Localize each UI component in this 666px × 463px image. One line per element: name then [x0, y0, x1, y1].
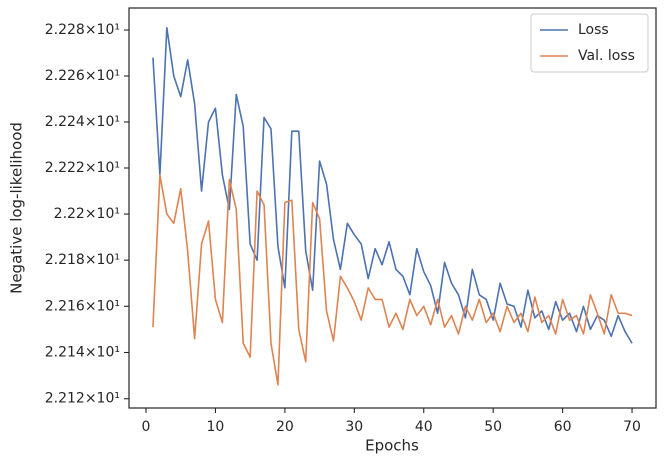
- y-tick-label: 2.218×10¹: [45, 252, 120, 268]
- x-tick-label: 20: [276, 419, 294, 435]
- y-tick-label: 2.224×10¹: [45, 114, 120, 130]
- x-tick-label: 10: [207, 419, 225, 435]
- x-tick-label: 40: [415, 419, 433, 435]
- y-tick-label: 2.212×10¹: [45, 391, 120, 407]
- plot-frame: [128, 7, 657, 409]
- legend-label: Loss: [578, 22, 609, 38]
- x-tick-label: 30: [345, 419, 363, 435]
- y-tick-label: 2.228×10¹: [45, 22, 120, 38]
- x-tick-label: 0: [142, 419, 151, 435]
- legend-label: Val. loss: [578, 48, 635, 64]
- y-tick-label: 2.22×10¹: [54, 206, 120, 222]
- x-tick-label: 70: [623, 419, 641, 435]
- x-tick-label: 60: [554, 419, 572, 435]
- series-line: [152, 174, 633, 386]
- x-axis-label: Epochs: [365, 437, 419, 455]
- series-line: [152, 26, 633, 344]
- y-tick-label: 2.216×10¹: [45, 298, 120, 314]
- y-axis-label: Negative log-likelihood: [8, 122, 26, 294]
- y-tick-label: 2.214×10¹: [45, 345, 120, 361]
- y-tick-label: 2.226×10¹: [45, 68, 120, 84]
- legend-box: [530, 13, 649, 73]
- x-tick-label: 50: [484, 419, 502, 435]
- y-tick-label: 2.222×10¹: [45, 160, 120, 176]
